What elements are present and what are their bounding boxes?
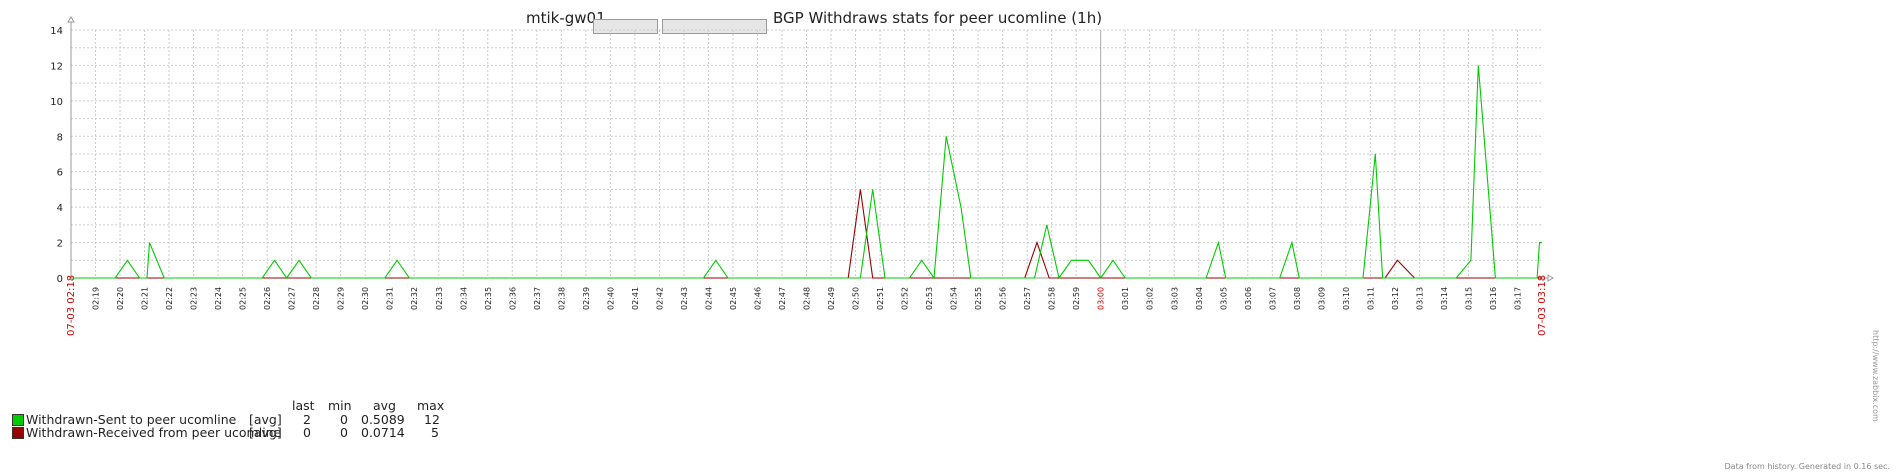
- x-tick-label: 02:59: [1072, 287, 1081, 310]
- legend-header-min: min: [328, 398, 352, 413]
- x-tick-label: 02:57: [1023, 287, 1032, 310]
- legend-max-value: 5: [431, 425, 439, 440]
- x-tick-label: 02:45: [729, 287, 738, 310]
- x-tick-label: 02:53: [925, 287, 934, 310]
- legend-header-avg: avg: [373, 398, 396, 413]
- y-tick-label: 2: [57, 239, 63, 250]
- legend-avg-value: 0.0714: [361, 425, 405, 440]
- x-tick-label: 02:26: [263, 287, 272, 310]
- y-axis-arrow: [67, 16, 75, 23]
- footer-note: Data from history. Generated in 0.16 sec…: [1724, 462, 1890, 471]
- legend-min-value: 0: [340, 412, 348, 427]
- x-tick-label: 02:50: [852, 287, 861, 310]
- x-tick-label: 02:52: [901, 287, 910, 310]
- x-tick-label: 03:07: [1268, 287, 1277, 310]
- legend-series-name: Withdrawn-Received from peer ucomline: [26, 425, 282, 440]
- x-tick-label: 02:28: [312, 287, 321, 310]
- plot-area: 0 2 4 6 8 10 12 14 02:19 02:20 02:21 02:22 02:23 02:2…: [50, 16, 1554, 336]
- x-tick-label: 02:37: [533, 287, 542, 310]
- x-tick-label: 03:17: [1513, 287, 1522, 310]
- x-tick-label: 02:39: [582, 287, 591, 310]
- x-tick-label: 03:14: [1440, 287, 1449, 310]
- x-tick-label: 02:49: [827, 287, 836, 310]
- x-tick-label: 02:58: [1048, 287, 1057, 310]
- x-tick-label: 02:51: [876, 287, 885, 310]
- x-tick-label: 02:56: [999, 287, 1008, 310]
- x-tick-label: 02:36: [508, 287, 517, 310]
- x-tick-label: 02:32: [410, 287, 419, 310]
- y-tick-label: 12: [50, 61, 63, 72]
- x-tick-label: 02:35: [484, 287, 493, 310]
- x-tick-label: 02:38: [557, 287, 566, 310]
- title-host-prefix: mtik-gw01.: [526, 9, 611, 27]
- y-tick-label: 4: [57, 203, 63, 214]
- y-tick-label: 0: [57, 274, 63, 285]
- x-tick-label: 02:44: [704, 287, 713, 310]
- x-axis-arrow: [1547, 274, 1554, 282]
- y-tick-label: 6: [57, 168, 63, 179]
- x-tick-label: 02:24: [214, 287, 223, 310]
- legend-series-func: [avg]: [249, 425, 282, 440]
- legend-header-max: max: [417, 398, 445, 413]
- x-tick-label: 03:00: [1097, 287, 1106, 310]
- x-tick-label: 03:05: [1219, 287, 1228, 310]
- x-tick-label: 03:12: [1391, 287, 1400, 310]
- x-tick-label: 03:01: [1121, 287, 1130, 310]
- x-tick-label: 02:48: [803, 287, 812, 310]
- series-line-received: [71, 189, 1542, 279]
- x-tick-label: 02:54: [950, 287, 959, 310]
- legend-swatch-sent: [12, 414, 24, 426]
- x-tick-label: 03:16: [1489, 287, 1498, 310]
- watermark-link[interactable]: http://www.zabbix.com: [1871, 330, 1880, 422]
- y-tick-label: 10: [50, 97, 63, 108]
- x-tick-label: 02:20: [116, 287, 125, 310]
- x-tick-label: 02:55: [974, 287, 983, 310]
- x-tick-label: 02:34: [459, 287, 468, 310]
- x-tick-label: 02:46: [753, 287, 762, 310]
- x-tick-label: 02:43: [680, 287, 689, 310]
- y-tick-label: 8: [57, 132, 63, 143]
- x-tick-label: 02:25: [239, 287, 248, 310]
- x-tick-label: 03:09: [1317, 287, 1326, 310]
- x-tick-label: 02:23: [190, 287, 199, 310]
- x-tick-label: 02:22: [165, 287, 174, 310]
- x-tick-label: 03:04: [1195, 287, 1204, 310]
- x-tick-label: 02:47: [778, 287, 787, 310]
- x-tick-label: 03:08: [1293, 287, 1302, 310]
- legend-last-value: 2: [303, 412, 311, 427]
- redacted-hostname-block: [593, 19, 658, 34]
- legend-series-func: [avg]: [249, 412, 282, 427]
- x-end-label: 07-03 03:18: [1537, 275, 1548, 336]
- x-tick-label: 02:21: [141, 287, 150, 310]
- x-tick-label: 02:40: [606, 287, 615, 310]
- x-tick-label: 03:02: [1146, 287, 1155, 310]
- x-tick-label: 02:30: [361, 287, 370, 310]
- x-tick-label: 02:27: [288, 287, 297, 310]
- x-tick-label: 02:41: [631, 287, 640, 310]
- legend-min-value: 0: [340, 425, 348, 440]
- x-tick-label: 02:31: [386, 287, 395, 310]
- x-tick-label: 03:15: [1464, 287, 1473, 310]
- x-tick-label: 02:33: [435, 287, 444, 310]
- title-text: BGP Withdraws stats for peer ucomline (1…: [773, 9, 1103, 27]
- legend-swatch-received: [12, 427, 24, 439]
- x-tick-label: 03:11: [1366, 287, 1375, 310]
- x-tick-label: 03:10: [1342, 287, 1351, 310]
- y-tick-label: 14: [50, 26, 63, 37]
- legend-max-value: 12: [424, 412, 440, 427]
- x-tick-label: 02:29: [337, 287, 346, 310]
- x-tick-label: 03:13: [1415, 287, 1424, 310]
- x-start-label: 07-03 02:18: [66, 275, 77, 336]
- legend-header-last: last: [292, 398, 315, 413]
- legend-avg-value: 0.5089: [361, 412, 405, 427]
- x-tick-label: 03:06: [1244, 287, 1253, 310]
- series-line-sent: [71, 65, 1542, 280]
- x-tick-label: 03:03: [1170, 287, 1179, 310]
- x-tick-label: 02:19: [92, 287, 101, 310]
- legend-last-value: 0: [303, 425, 311, 440]
- legend-series-name: Withdrawn-Sent to peer ucomline: [26, 412, 237, 427]
- x-tick-label: 02:42: [655, 287, 664, 310]
